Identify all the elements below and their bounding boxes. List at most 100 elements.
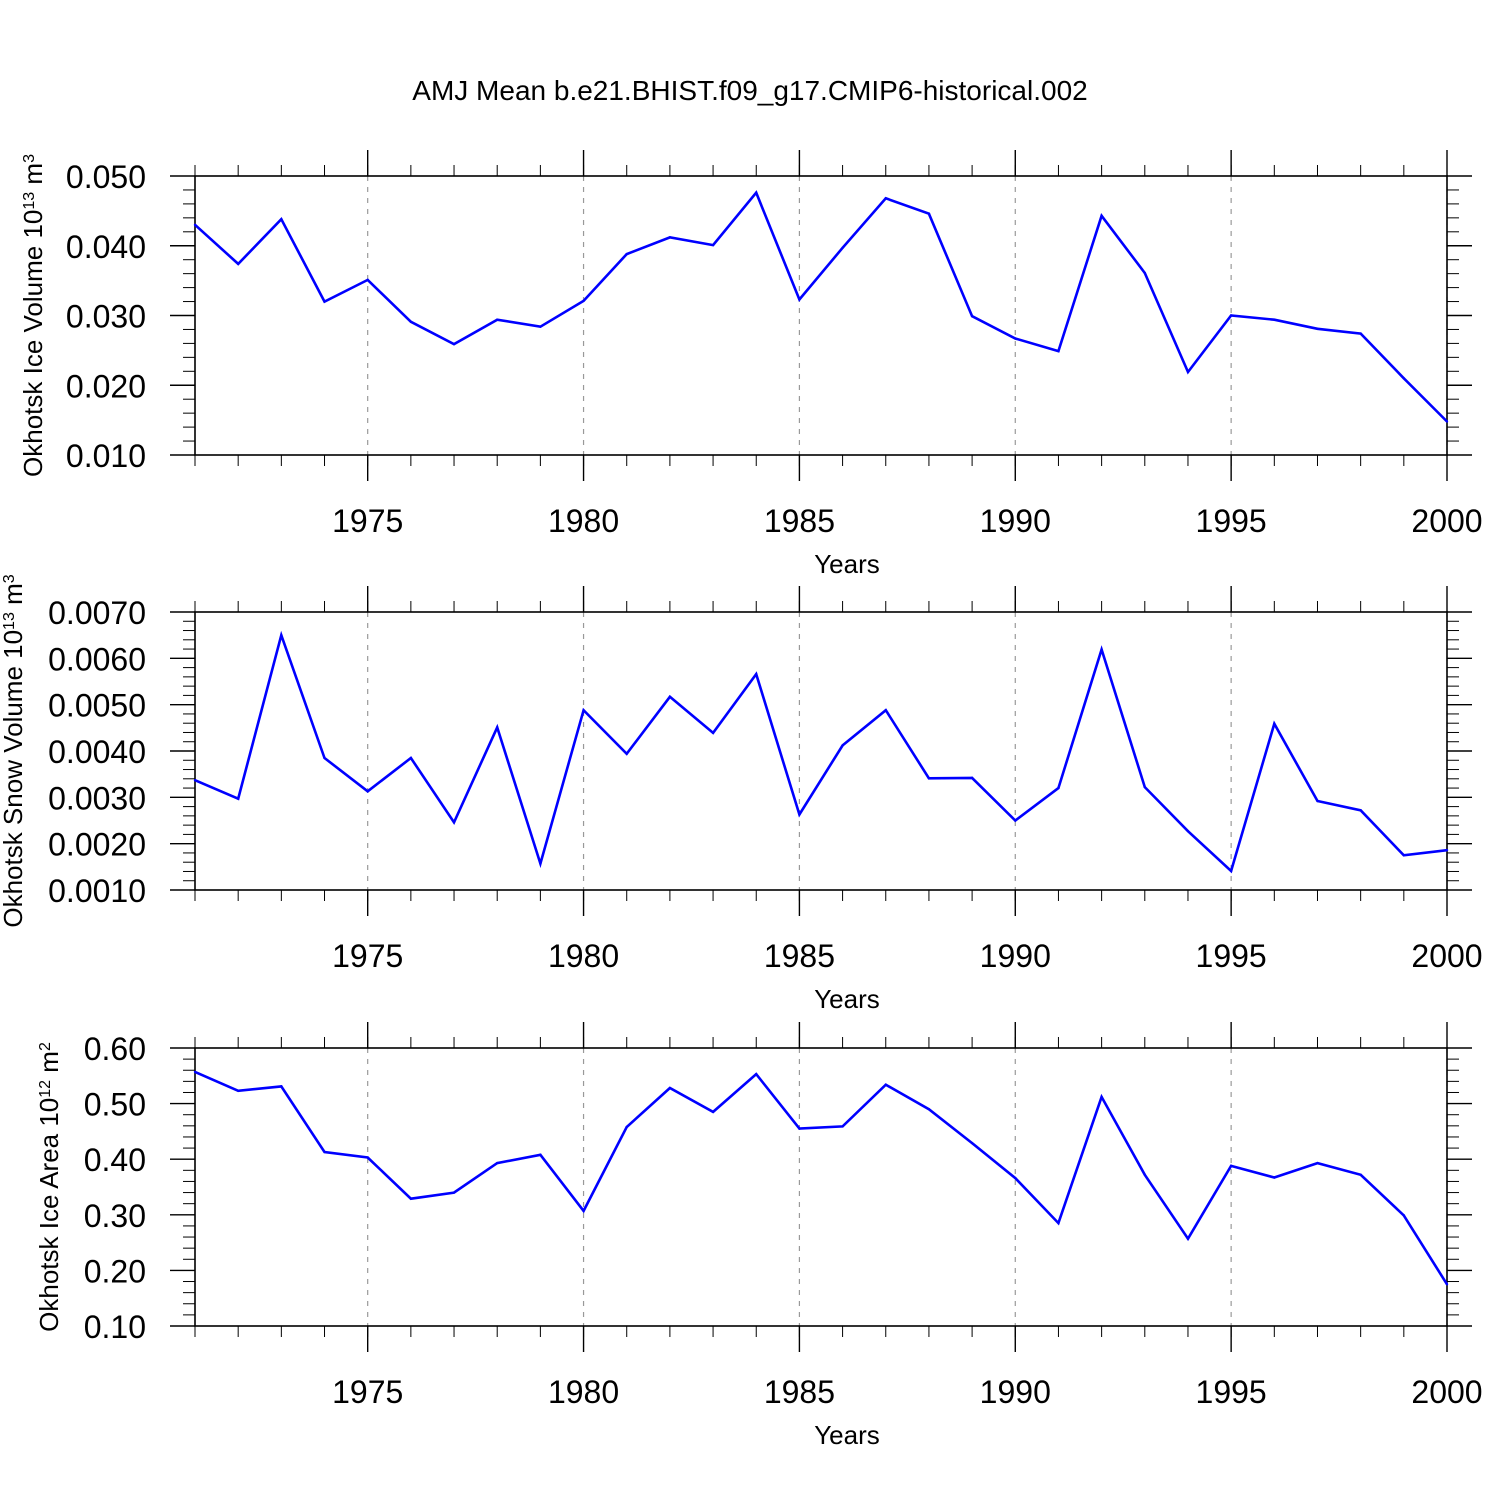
y-axis-label-exponent: 12 (37, 1080, 54, 1098)
x-tick-label: 2000 (1411, 503, 1482, 539)
data-point (1100, 648, 1103, 651)
data-point (1273, 722, 1276, 725)
data-point (1186, 1237, 1190, 1240)
data-point (841, 246, 844, 250)
data-point (452, 342, 456, 346)
data-point (193, 778, 197, 782)
y-tick-label: 0.20 (84, 1253, 146, 1289)
data-point (798, 1127, 801, 1130)
y-tick-label: 0.0030 (48, 780, 146, 816)
data-point (236, 1089, 240, 1093)
y-tick-label: 0.040 (66, 229, 146, 265)
data-point (366, 1156, 369, 1159)
data-point (927, 212, 931, 215)
data-point (193, 223, 197, 227)
x-tick-label: 2000 (1411, 1374, 1482, 1410)
series-line (194, 190, 1448, 423)
series-line (194, 630, 1448, 874)
data-point (711, 1110, 715, 1114)
y-tick-label: 0.0040 (48, 734, 146, 770)
x-axis-label: Years (814, 549, 880, 579)
data-point (1445, 848, 1449, 852)
y-axis-label-exponent: 13 (1, 612, 18, 630)
data-point (625, 252, 628, 256)
data-point (1359, 332, 1362, 335)
chart-panel-1: 1975 1980 1985 1990 1995 2000 0.010 0.020 0.030 0… (18, 150, 1483, 579)
data-point (970, 1141, 974, 1145)
data-point (409, 320, 413, 323)
data-point (884, 1083, 887, 1086)
x-tick-label: 1985 (764, 503, 835, 539)
data-point (409, 756, 413, 760)
x-axis-label: Years (814, 984, 880, 1014)
y-axis-label-exponent: 3 (21, 154, 38, 163)
data-point (970, 776, 974, 780)
data-point (1316, 1161, 1319, 1165)
data-point (841, 1125, 844, 1128)
y-tick-label: 0.30 (84, 1198, 146, 1234)
data-point (452, 821, 456, 824)
data-point (1014, 337, 1017, 340)
data-point (323, 1150, 326, 1154)
y-axis-label-exponent: 2 (37, 1042, 54, 1051)
y-axis-label: Okhotsk Ice Area 1012 m2 (34, 1042, 64, 1332)
y-tick-label: 0.60 (84, 1031, 146, 1067)
x-tick-label: 1990 (980, 938, 1051, 974)
data-point (927, 1107, 931, 1111)
data-point (323, 756, 326, 760)
data-point (366, 278, 369, 282)
data-point (668, 695, 672, 698)
data-point (1143, 785, 1146, 789)
x-tick-label: 1990 (980, 1374, 1051, 1410)
x-tick-label: 1975 (332, 1374, 403, 1410)
data-point (539, 325, 542, 328)
data-point (1057, 1221, 1060, 1225)
data-point (798, 813, 801, 816)
data-point (1057, 786, 1060, 790)
data-point (1273, 1176, 1276, 1179)
data-point (409, 1197, 413, 1200)
x-tick-label: 1980 (548, 503, 619, 539)
data-point (582, 1209, 585, 1213)
data-point (1402, 1214, 1406, 1217)
data-point (1359, 809, 1362, 812)
plot-frame (194, 175, 1448, 456)
data-point (539, 862, 542, 865)
data-point (1359, 1173, 1362, 1176)
data-point (1014, 1176, 1017, 1180)
data-point (1014, 819, 1017, 822)
y-tick-label: 0.0060 (48, 641, 146, 677)
y-axis-label-text: Okhotsk Snow Volume 10 (0, 630, 28, 928)
y-tick-label: 0.030 (66, 299, 146, 335)
data-point (366, 790, 369, 793)
data-point (625, 752, 628, 755)
data-point (280, 1085, 283, 1088)
y-tick-label: 0.50 (84, 1087, 146, 1123)
y-tick-label: 0.010 (66, 438, 146, 474)
data-point (625, 1125, 628, 1129)
data-point (193, 1070, 197, 1074)
x-tick-label: 1980 (548, 1374, 619, 1410)
data-point (1445, 420, 1449, 423)
data-point (496, 318, 499, 321)
y-tick-label: 0.050 (66, 159, 146, 195)
data-point (1143, 271, 1146, 275)
y-axis-label-text: m (18, 163, 48, 192)
x-tick-label: 1995 (1196, 1374, 1267, 1410)
data-point (1229, 314, 1233, 317)
data-point (1445, 1283, 1449, 1286)
x-tick-label: 1985 (764, 1374, 835, 1410)
data-point (970, 314, 974, 318)
data-point (755, 672, 758, 676)
x-tick-label: 1975 (332, 503, 403, 539)
x-axis-label: Years (814, 1420, 880, 1450)
data-point (452, 1191, 456, 1194)
x-tick-label: 1995 (1196, 938, 1267, 974)
x-tick-label: 1985 (764, 938, 835, 974)
y-axis-label-text: Okhotsk Ice Volume 10 (18, 210, 48, 477)
data-point (1186, 370, 1190, 374)
data-point (1057, 349, 1060, 353)
y-axis-label-text: Okhotsk Ice Area 10 (34, 1098, 64, 1332)
data-point (755, 1072, 758, 1076)
